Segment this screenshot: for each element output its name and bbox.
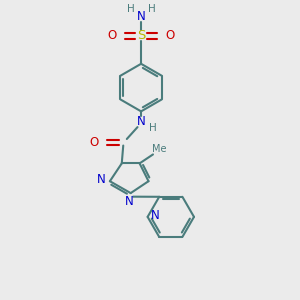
Text: N: N — [137, 10, 146, 23]
Text: H: H — [149, 123, 157, 133]
Text: N: N — [137, 115, 146, 128]
Text: O: O — [108, 29, 117, 42]
Text: Me: Me — [152, 143, 166, 154]
Text: O: O — [90, 136, 99, 149]
Text: H: H — [148, 4, 155, 14]
Text: N: N — [97, 173, 106, 186]
Text: H: H — [127, 4, 135, 14]
Text: O: O — [165, 29, 175, 42]
Text: S: S — [137, 29, 145, 42]
Text: N: N — [151, 209, 159, 222]
Text: N: N — [125, 195, 134, 208]
